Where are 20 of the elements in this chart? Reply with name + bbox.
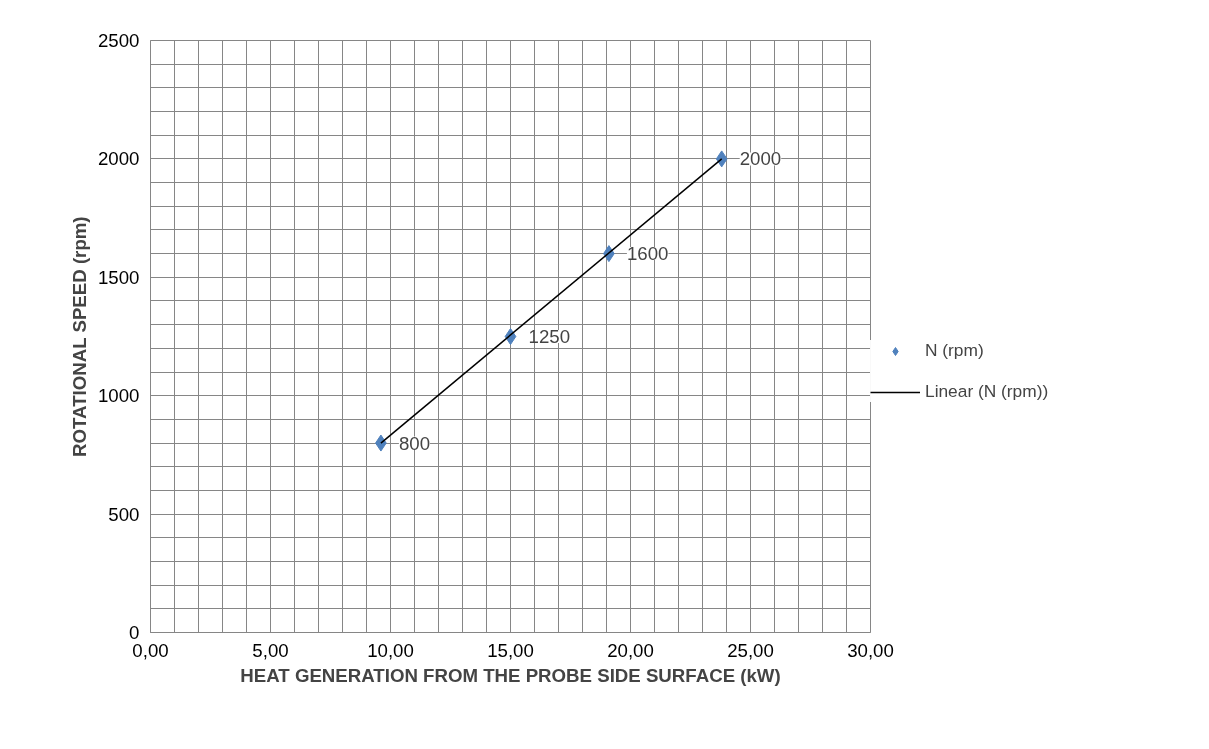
x-tick-label: 20,00 [607, 639, 654, 661]
y-tick-label: 1500 [98, 266, 140, 288]
data-label: 800 [398, 432, 431, 454]
legend-label: Linear (N (rpm)) [925, 381, 1049, 402]
data-label: 1250 [528, 326, 571, 347]
y-tick-label: 1000 [98, 385, 140, 407]
x-axis-title: HEAT GENERATION FROM THE PROBE SIDE SURFACE (kW) [240, 664, 781, 686]
x-tick-label: 5,00 [252, 639, 289, 661]
legend-label: N (rpm) [925, 340, 984, 361]
y-tick-label: 2500 [98, 30, 140, 51]
point [715, 150, 728, 168]
data-label: 2000 [739, 148, 782, 170]
y-tick-label: 500 [108, 503, 140, 525]
y-tick-label: 2000 [98, 148, 140, 170]
x-tick-label: 25,00 [727, 639, 774, 661]
x-tick-label: 30,00 [847, 639, 894, 661]
y-axis-title: ROTATIONAL SPEED (rpm) [69, 216, 90, 457]
data-label: 1600 [626, 243, 669, 265]
x-tick-label: 15,00 [487, 639, 534, 661]
x-tick-label: 10,00 [367, 639, 414, 661]
